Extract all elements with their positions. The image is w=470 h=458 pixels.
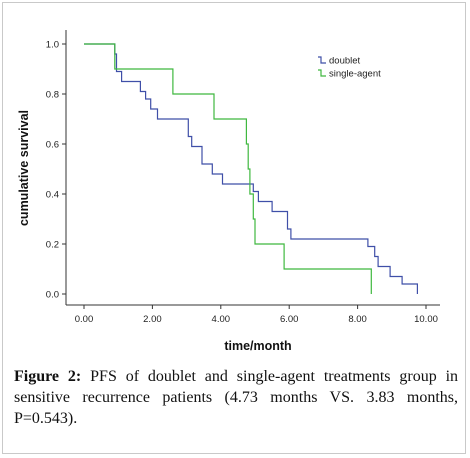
series-lines bbox=[84, 43, 418, 294]
series-line-single-agent bbox=[84, 43, 372, 294]
caption-figure-label: Figure 2: bbox=[14, 368, 82, 385]
figure-caption: Figure 2: PFS of doublet and single-agen… bbox=[14, 366, 458, 429]
y-tick-label: 0.0 bbox=[46, 290, 59, 301]
x-tick-label: 4.00 bbox=[212, 314, 231, 325]
series-line-doublet bbox=[84, 43, 418, 294]
x-tick-label: 10.00 bbox=[414, 314, 438, 325]
y-tick-label: 0.4 bbox=[46, 190, 59, 201]
legend-label-doublet: doublet bbox=[329, 56, 361, 67]
x-tick-label: 6.00 bbox=[280, 314, 299, 325]
y-axis-ticks: 0.0 0.2 0.4 0.6 0.8 1.0 bbox=[46, 40, 66, 301]
caption-text: PFS of doublet and single-agent treatmen… bbox=[14, 368, 459, 427]
y-tick-label: 1.0 bbox=[46, 40, 59, 51]
y-tick-label: 0.6 bbox=[46, 140, 59, 151]
chart-background bbox=[14, 14, 456, 360]
x-tick-label: 8.00 bbox=[348, 314, 367, 325]
y-tick-label: 0.8 bbox=[46, 90, 59, 101]
y-axis-label: cumulative survival bbox=[17, 110, 31, 226]
y-tick-label: 0.2 bbox=[46, 240, 59, 251]
legend-swatch-single-agent bbox=[318, 69, 326, 77]
legend: doublet single-agent bbox=[318, 56, 381, 80]
x-tick-label: 2.00 bbox=[143, 314, 162, 325]
legend-swatch-doublet bbox=[318, 56, 326, 64]
x-tick-label: 0.00 bbox=[75, 314, 94, 325]
survival-chart: 0.0 0.2 0.4 0.6 0.8 1.0 0.00 2.00 4.00 6.00 8.00 1… bbox=[14, 14, 456, 360]
legend-label-single-agent: single-agent bbox=[329, 69, 381, 80]
x-axis-ticks: 0.00 2.00 4.00 6.00 8.00 10.00 bbox=[75, 305, 438, 325]
x-axis-label: time/month bbox=[224, 339, 291, 353]
